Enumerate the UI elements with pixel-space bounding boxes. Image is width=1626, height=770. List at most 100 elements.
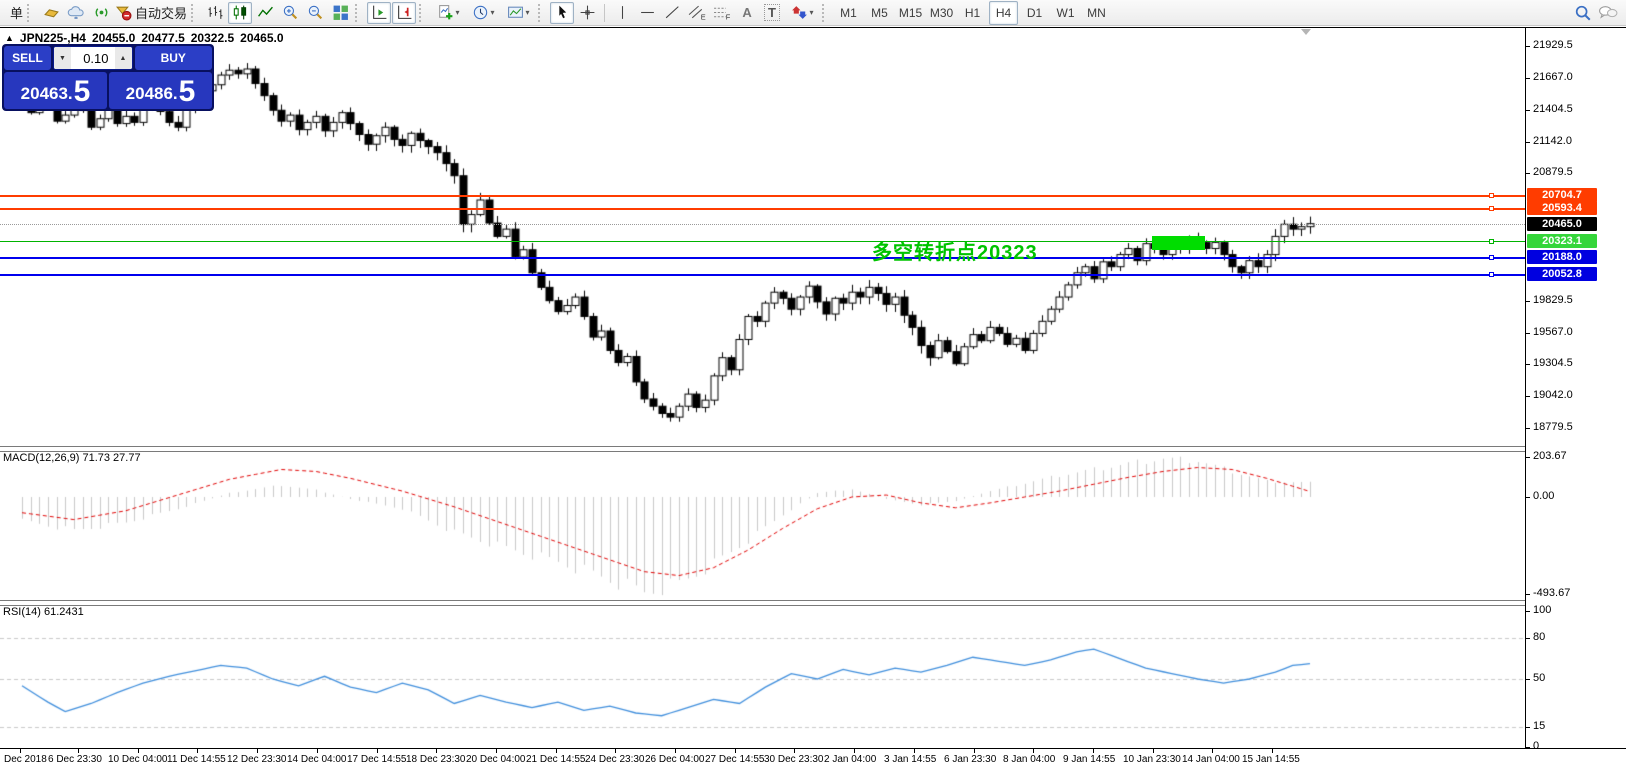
axis-tick	[1526, 173, 1530, 174]
horizontal-level-line[interactable]	[0, 208, 1525, 210]
chart-text-annotation[interactable]: 多空转折点20323	[872, 242, 1038, 264]
ohlc-open: 20455.0	[91, 31, 136, 45]
fibonacci-tool-icon[interactable]: F	[710, 2, 734, 24]
vertical-line-tool-icon[interactable]	[610, 2, 634, 24]
axis-tick	[1526, 428, 1530, 429]
chart-shift-icon[interactable]	[392, 1, 417, 24]
toolbar-grip[interactable]	[27, 3, 36, 22]
auto-scroll-icon[interactable]	[367, 1, 392, 24]
rsi-canvas[interactable]	[0, 604, 1525, 748]
tile-windows-icon[interactable]	[328, 2, 352, 24]
timeframe-mn[interactable]: MN	[1087, 5, 1106, 20]
line-chart-icon[interactable]	[253, 2, 277, 24]
search-icon[interactable]	[1571, 2, 1595, 24]
bar-chart-icon[interactable]	[203, 2, 227, 24]
volume-input[interactable]: 0.10	[71, 47, 115, 69]
buy-price: 20486.	[125, 84, 178, 103]
horizontal-line-tool-icon[interactable]	[635, 2, 659, 24]
timeframe-m30[interactable]: M30	[929, 5, 954, 20]
crosshair-icon[interactable]	[575, 2, 599, 24]
sell-price-panel[interactable]: 20463. 5	[4, 72, 107, 109]
chat-icon[interactable]	[1596, 2, 1620, 24]
pane-separator-rsi[interactable]	[0, 600, 1626, 606]
horizontal-level-line[interactable]	[0, 195, 1525, 197]
timeframe-h1[interactable]: H1	[964, 5, 981, 20]
volume-increase-button[interactable]: ▲	[114, 47, 132, 69]
time-label: 6 Dec 23:30	[48, 754, 102, 765]
time-label: 8 Jan 04:00	[1003, 754, 1056, 765]
timeframe-m1[interactable]: M1	[840, 5, 857, 20]
time-axis-tick	[675, 749, 676, 753]
axis-tick-label: 21929.5	[1533, 39, 1573, 51]
text-label-tool-icon[interactable]: T	[760, 2, 784, 24]
fibo-letter: F	[726, 12, 731, 21]
axis-tick	[1526, 301, 1530, 302]
time-axis-tick	[1153, 749, 1154, 753]
candlestick-chart-icon[interactable]	[228, 1, 253, 24]
time-label: 10 Jan 23:30	[1123, 754, 1181, 765]
horizontal-level-line[interactable]	[0, 274, 1525, 276]
time-axis-tick	[735, 749, 736, 753]
cloud-icon[interactable]	[64, 2, 88, 24]
buy-price-panel[interactable]: 20486. 5	[109, 72, 212, 109]
add-indicator-icon[interactable]: ▾	[431, 2, 465, 24]
horizontal-level-line[interactable]	[0, 241, 1525, 242]
dropdown-caret-icon: ▾	[490, 8, 495, 17]
arrows-tool-icon[interactable]: ▾	[785, 2, 819, 24]
sell-button[interactable]: SELL	[4, 46, 51, 70]
toolbar-grip[interactable]	[538, 3, 547, 22]
level-line-handle[interactable]	[1489, 193, 1494, 198]
level-line-handle[interactable]	[1489, 239, 1494, 244]
signal-icon[interactable]	[89, 2, 113, 24]
text-tool-icon[interactable]: A	[742, 5, 752, 20]
time-label: 30 Dec 23:30	[764, 754, 824, 765]
highlight-rectangle[interactable]	[1152, 236, 1205, 250]
timeframe-w1[interactable]: W1	[1056, 5, 1075, 20]
price-scale[interactable]: 21929.5 21667.0 21404.5 21142.0 20879.5 19829…	[1526, 28, 1626, 752]
axis-tick-label: 19304.5	[1533, 357, 1573, 369]
toolbar-grip[interactable]	[191, 3, 200, 22]
templates-icon[interactable]: ▾	[501, 2, 535, 24]
level-line-handle[interactable]	[1489, 206, 1494, 211]
timeframe-m15[interactable]: M15	[898, 5, 923, 20]
time-label: 14 Dec 04:00	[287, 754, 347, 765]
time-label: 9 Jan 14:55	[1063, 754, 1116, 765]
auto-trading-button[interactable]: 自动交易	[114, 2, 188, 24]
horizontal-level-line[interactable]	[0, 257, 1525, 259]
level-line-handle[interactable]	[1489, 255, 1494, 260]
toolbar-grip[interactable]	[419, 3, 428, 22]
level-line-handle[interactable]	[1489, 272, 1494, 277]
time-axis-tick	[1033, 749, 1034, 753]
zoom-out-icon[interactable]	[303, 2, 327, 24]
time-label: 21 Dec 14:55	[526, 754, 586, 765]
timeframe-h4[interactable]: H4	[989, 0, 1019, 25]
zoom-in-icon[interactable]	[278, 2, 302, 24]
toolbar-grip[interactable]	[822, 3, 831, 22]
time-label: 6 Jan 23:30	[944, 754, 997, 765]
buy-button[interactable]: BUY	[134, 46, 212, 70]
chart-end-marker-icon	[1301, 29, 1311, 35]
equidistant-channel-tool-icon[interactable]: E	[685, 2, 709, 24]
pane-separator-macd[interactable]	[0, 446, 1626, 452]
periods-clock-icon[interactable]: ▾	[466, 2, 500, 24]
gold-icon[interactable]	[39, 2, 63, 24]
axis-tick	[1526, 78, 1530, 79]
axis-tick-label: 21404.5	[1533, 103, 1573, 115]
macd-canvas[interactable]	[0, 450, 1525, 600]
scale-divider	[1525, 27, 1526, 749]
time-axis[interactable]: Dec 2018 6 Dec 23:30 10 Dec 04:00 11 Dec 14…	[0, 749, 1626, 770]
trendline-tool-icon[interactable]	[660, 2, 684, 24]
axis-tick	[1526, 333, 1530, 334]
toolbar-grip[interactable]	[355, 3, 364, 22]
main-chart-canvas[interactable]	[0, 28, 1525, 446]
new-order-button[interactable]: 单	[9, 6, 23, 21]
timeframe-d1[interactable]: D1	[1026, 5, 1043, 20]
volume-decrease-button[interactable]: ▼	[54, 47, 71, 69]
timeframe-m5[interactable]: M5	[871, 5, 888, 20]
time-axis-tick	[1272, 749, 1273, 753]
cursor-icon[interactable]	[550, 1, 575, 24]
axis-tick	[1526, 497, 1530, 498]
axis-tick-label: 50	[1533, 672, 1546, 684]
time-axis-tick	[377, 749, 378, 753]
collapse-triangle-icon[interactable]: ▲	[5, 33, 14, 43]
